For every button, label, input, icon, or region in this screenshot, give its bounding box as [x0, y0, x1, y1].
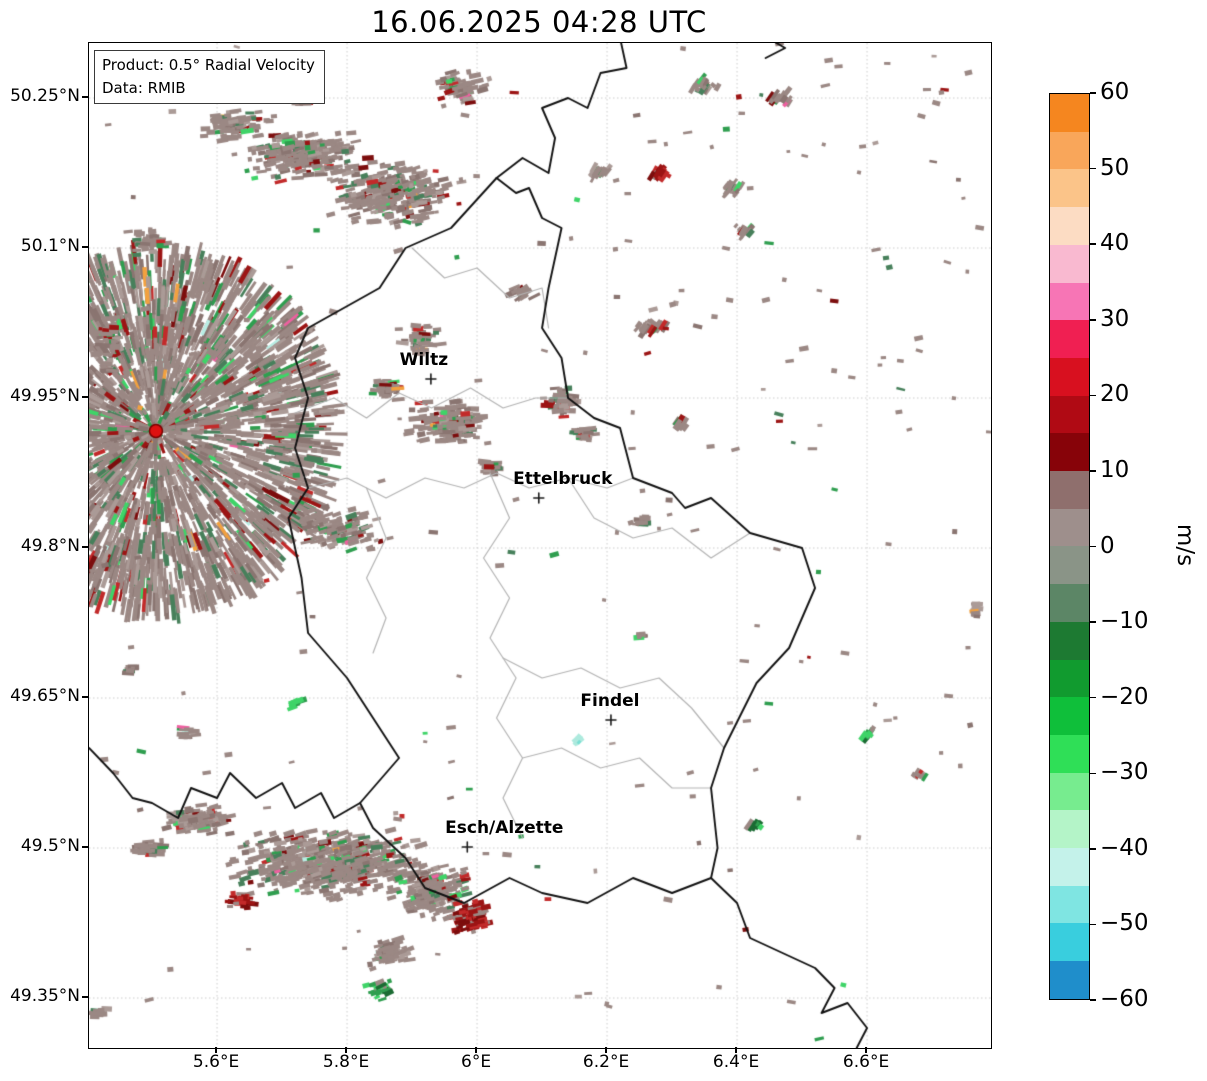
colorbar-segment	[1050, 961, 1089, 999]
colorbar-tick-mark	[1090, 545, 1096, 548]
colorbar-segment	[1050, 621, 1089, 660]
colorbar-segment	[1050, 169, 1089, 208]
colorbar-segment	[1050, 885, 1089, 924]
figure-title: 16.06.2025 04:28 UTC	[371, 5, 707, 39]
colorbar-tick-label: 0	[1100, 532, 1115, 559]
colorbar-segment	[1050, 923, 1089, 962]
colorbar-tick-label: −40	[1100, 834, 1149, 861]
colorbar-tick-mark	[1090, 92, 1096, 94]
map-plot-area: Product: 0.5° Radial Velocity Data: RMIB	[88, 42, 992, 1049]
x-tick-label: 5.6°E	[192, 1052, 240, 1072]
colorbar-tick-label: −60	[1100, 986, 1149, 1012]
city-label-findel: Findel	[580, 691, 640, 711]
colorbar-tick-mark	[1090, 243, 1096, 245]
x-tick-label: 6.4°E	[712, 1052, 760, 1072]
colorbar-tick-label: 20	[1100, 381, 1130, 408]
y-tick-mark	[82, 396, 88, 398]
x-tick-label: 6.2°E	[582, 1052, 630, 1072]
colorbar-tick-mark	[1090, 394, 1096, 397]
colorbar-segment	[1050, 282, 1089, 321]
colorbar-tick-label: 30	[1100, 305, 1130, 332]
colorbar	[1049, 93, 1090, 1000]
colorbar-tick-label: −30	[1100, 759, 1149, 786]
x-tick-mark	[215, 1047, 217, 1053]
y-tick-label: 49.65°N	[10, 686, 80, 706]
x-tick-mark	[735, 1047, 737, 1053]
colorbar-tick-mark	[1090, 167, 1096, 170]
colorbar-segment	[1050, 772, 1089, 811]
colorbar-tick-label: 50	[1100, 154, 1130, 181]
colorbar-tick-label: 40	[1100, 230, 1130, 257]
y-tick-mark	[82, 546, 88, 548]
x-tick-label: 5.8°E	[322, 1052, 370, 1072]
colorbar-tick-label: −50	[1100, 910, 1149, 937]
colorbar-segment	[1050, 697, 1089, 735]
y-tick-label: 49.95°N	[10, 386, 80, 406]
colorbar-segment	[1050, 320, 1089, 358]
y-tick-mark	[82, 246, 88, 248]
colorbar-tick-label: −10	[1100, 608, 1149, 635]
colorbar-tick-mark	[1090, 470, 1096, 472]
colorbar-segment	[1050, 659, 1089, 698]
product-annotation-box: Product: 0.5° Radial Velocity Data: RMIB	[94, 50, 325, 104]
colorbar-tick-mark	[1090, 848, 1096, 850]
city-label-wiltz: Wiltz	[399, 350, 449, 370]
y-tick-label: 49.35°N	[10, 986, 80, 1006]
colorbar-tick-mark	[1090, 999, 1096, 1001]
colorbar-segment	[1050, 357, 1089, 396]
y-tick-label: 50.25°N	[10, 86, 80, 106]
colorbar-tick-label: 60	[1100, 79, 1130, 105]
annotation-data-line: Data: RMIB	[102, 78, 186, 97]
colorbar-tick-mark	[1090, 772, 1096, 774]
colorbar-segment	[1050, 395, 1089, 434]
x-tick-label: 6.6°E	[842, 1052, 890, 1072]
colorbar-segment	[1050, 810, 1089, 849]
y-tick-label: 50.1°N	[20, 236, 80, 256]
colorbar-tick-mark	[1090, 319, 1096, 321]
colorbar-segment	[1050, 508, 1089, 547]
city-label-ettelbruck: Ettelbruck	[513, 469, 613, 489]
y-tick-mark	[82, 96, 88, 98]
x-tick-label: 6°E	[461, 1052, 492, 1072]
y-tick-label: 49.5°N	[20, 836, 80, 856]
annotation-product-line: Product: 0.5° Radial Velocity	[102, 56, 315, 74]
colorbar-tick-label: 10	[1100, 456, 1130, 483]
x-tick-mark	[345, 1047, 347, 1053]
colorbar-segment	[1050, 471, 1089, 509]
colorbar-segment	[1050, 94, 1089, 132]
x-tick-mark	[605, 1047, 607, 1053]
colorbar-segment	[1050, 584, 1089, 622]
radar-map-canvas	[89, 43, 991, 1048]
colorbar-tick-mark	[1090, 696, 1096, 699]
colorbar-segment	[1050, 207, 1089, 245]
x-tick-mark	[475, 1047, 477, 1053]
colorbar-segment	[1050, 734, 1089, 773]
y-tick-label: 49.8°N	[20, 536, 80, 556]
colorbar-tick-mark	[1090, 621, 1096, 623]
colorbar-tick-mark	[1090, 923, 1096, 926]
colorbar-tick-label: −20	[1100, 683, 1149, 710]
x-tick-mark	[865, 1047, 867, 1053]
colorbar-segment	[1050, 244, 1089, 283]
colorbar-segment	[1050, 546, 1089, 585]
y-tick-mark	[82, 696, 88, 698]
colorbar-segment	[1050, 433, 1089, 472]
colorbar-segment	[1050, 131, 1089, 170]
colorbar-segment	[1050, 848, 1089, 886]
y-tick-mark	[82, 846, 88, 848]
colorbar-unit-label: m/s	[1172, 523, 1198, 567]
city-label-esch-alzette: Esch/Alzette	[445, 818, 564, 838]
y-tick-mark	[82, 996, 88, 998]
